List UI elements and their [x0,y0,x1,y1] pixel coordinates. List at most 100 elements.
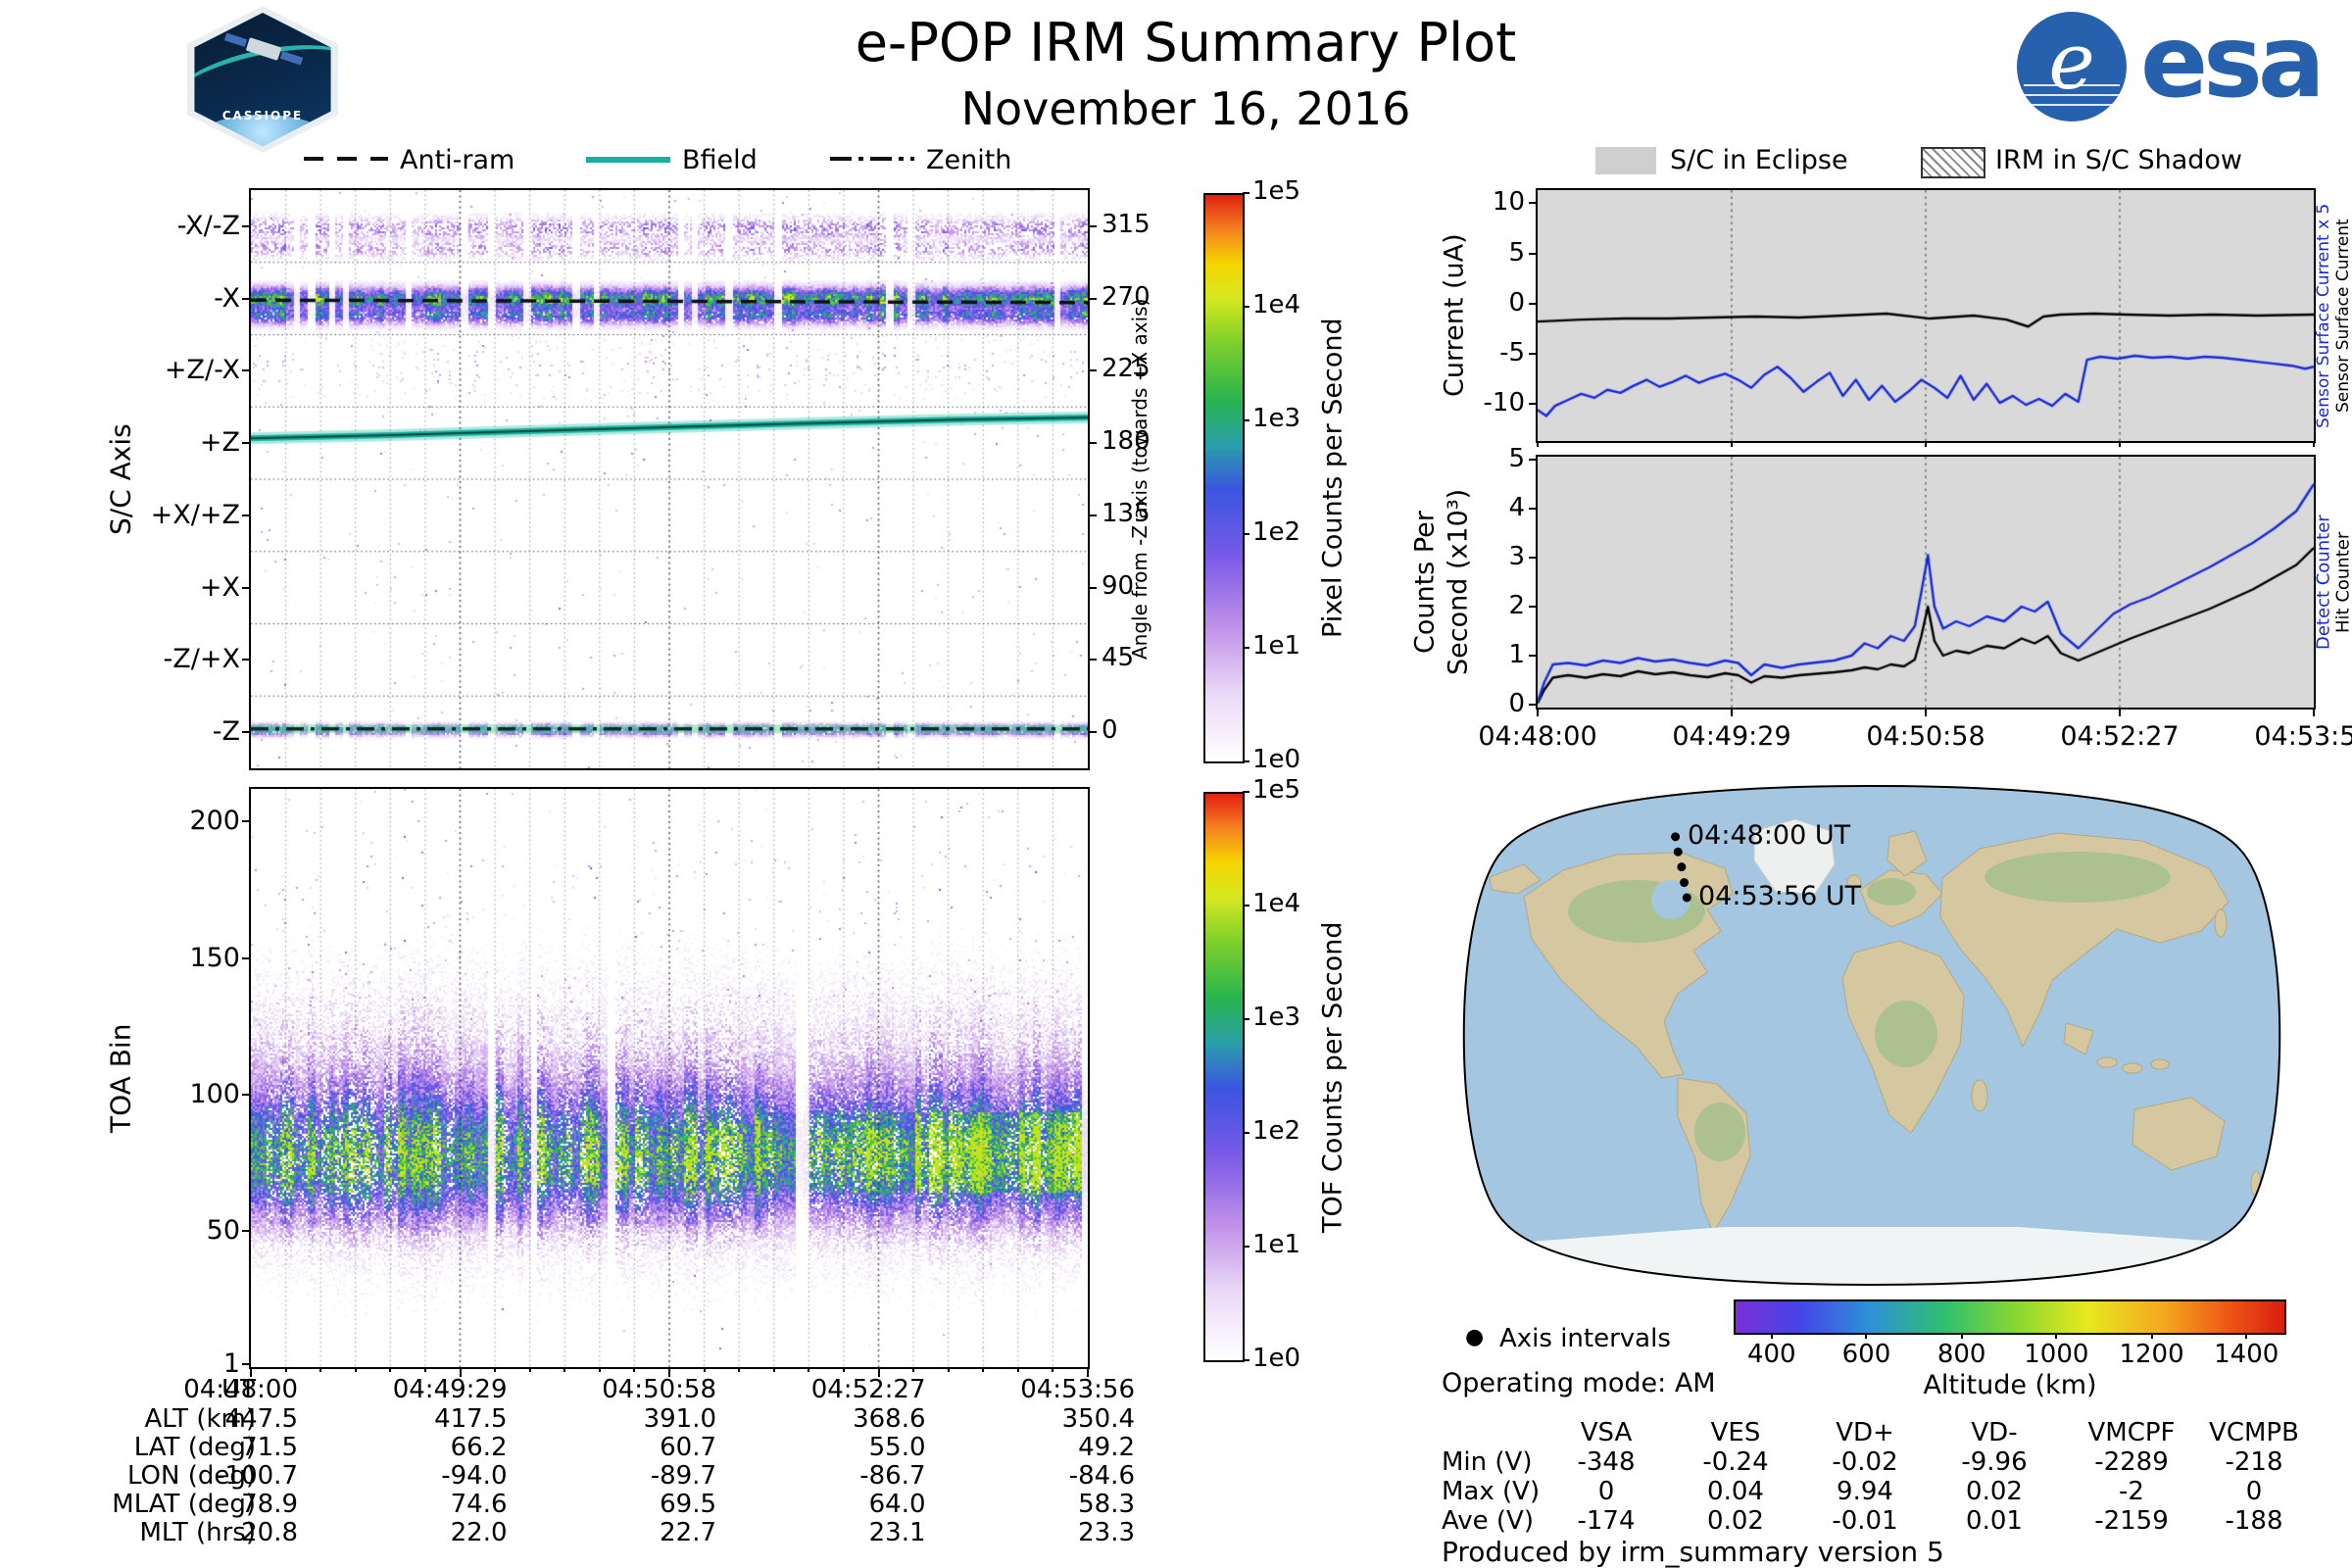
axis-tick [2119,708,2121,716]
colorbar-tick-label: 1e3 [1252,404,1301,433]
counts-tick-label: 4 [1508,493,1525,522]
axis-tick [242,514,251,516]
ephemeris-cell: 78.9 [241,1490,298,1519]
ephemeris-cell: 04:52:27 [810,1375,926,1404]
legend-line-bfield [586,157,670,163]
axis-tick [1529,508,1538,510]
voltage-cell: -348 [1577,1447,1636,1477]
colorbar-tick-label: 1e1 [1252,1230,1301,1259]
voltage-col-header: VD+ [1836,1418,1894,1447]
track-end-label: 04:53:56 UT [1698,881,1862,911]
track-dot [1680,878,1690,888]
page-date: November 16, 2016 [960,82,1411,135]
map-ice [1490,818,2259,1285]
altitude-tick-label: 1000 [2024,1340,2089,1369]
ephemeris-cell: 66.2 [450,1433,508,1462]
counts-tick-label: 5 [1508,444,1525,473]
voltage-cell: -9.96 [1961,1447,2028,1477]
sc-axis-tick-label: -Z/+X [163,644,240,675]
ephemeris-cell: 64.0 [868,1490,926,1519]
voltage-cell: 0.01 [1966,1506,2023,1536]
axis-tick [1529,459,1538,461]
sensor-current-panel [1536,188,2316,443]
axis-tick [319,1367,322,1372]
axis-tick [2313,708,2315,716]
sc-axis-tick-label: -X [214,282,240,314]
ephemeris-cell: -100.7 [216,1461,298,1491]
ephemeris-cell: 04:48:00 [183,1375,298,1404]
axis-tick [1088,442,1097,445]
axis-tick [1088,369,1097,372]
colorbar-tick-label: 1e2 [1252,517,1301,547]
ephemeris-cell: -84.6 [1068,1461,1135,1491]
angle-tick-label: 0 [1102,715,1118,746]
patch-art: CASSIOPE [194,13,331,146]
esa-e-glyph: e [2048,16,2095,107]
axis-tick [242,442,251,445]
axis-tick [738,1367,741,1372]
axis-tick [1960,1333,1963,1339]
voltage-cell: 0 [1597,1477,1615,1506]
voltage-cell: -174 [1577,1506,1636,1536]
axis-tick [1529,704,1538,706]
counters-panel [1536,455,2316,710]
ephemeris-row-label: ALT (km) [144,1404,256,1434]
angle-tick-label: 270 [1102,281,1151,312]
axis-tick [423,1367,426,1372]
axis-tick [242,1093,251,1096]
axis-tick [1529,403,1538,406]
colorbar-tick-label: 1e5 [1252,775,1301,805]
current-tick-label: -10 [1483,388,1525,418]
toa-spectrogram-panel [249,787,1090,1369]
sensor-surface-current-label: Sensor Surface Current [2333,219,2352,413]
axis-tick [1529,557,1538,559]
axis-tick [1770,1333,1773,1339]
angle-tick-label: 90 [1102,570,1135,601]
voltage-col-header: VSA [1580,1418,1633,1447]
legend-label-gray: S/C in Eclipse [1670,145,1848,175]
voltage-cell: -2159 [2094,1506,2169,1536]
axis-tick [1052,1367,1054,1372]
axis-tick [564,1367,566,1372]
sc-axis-tick-label: +X/+Z [150,499,240,530]
axis-tick [2055,1333,2058,1339]
sc-axis-tick-label: +X [199,571,240,603]
counters-canvas [1538,457,2314,708]
ephemeris-cell: 391.0 [643,1404,716,1434]
axis-tick [877,1367,880,1377]
ephemeris-cell: 60.7 [660,1433,716,1462]
sc-axis-ylabel: S/C Axis [104,423,137,535]
toa-tick-label: 1 [222,1348,240,1380]
axis-tick [808,1367,810,1372]
map-outline [1462,784,2281,1287]
sc-axis-tick-label: +Z/-X [164,355,240,386]
axis-tick [1243,791,1250,793]
voltage-cell: 0.02 [1707,1506,1764,1536]
axis-tick [1087,1367,1089,1377]
axis-tick [1537,441,1539,447]
axis-tick [1243,905,1250,906]
voltage-cell: 0.02 [1966,1477,2023,1506]
ephemeris-cell: 04:50:58 [602,1375,716,1404]
axis-tick [947,1367,950,1372]
counts-tick-label: 3 [1508,542,1525,571]
axis-tick [1925,708,1927,716]
time-tick-label: 04:49:29 [1672,721,1791,752]
angle-tick-label: 45 [1102,643,1135,673]
angle-tick-label: 225 [1102,354,1151,384]
axis-tick [633,1367,636,1372]
sc-axis-tick-label: +Z [199,427,240,459]
axis-tick [1088,659,1097,662]
ephemeris-cell: 71.5 [241,1433,298,1462]
angle-tick-label: 180 [1102,426,1151,457]
ephemeris-cell: -89.7 [650,1461,716,1491]
axis-tick [1529,352,1538,355]
axis-tick [2313,441,2315,447]
track-dot [1671,832,1681,842]
axis-tick [842,1367,845,1372]
axis-tick [528,1367,531,1372]
altitude-tick-label: 600 [1841,1340,1891,1369]
ephemeris-cell: -94.0 [441,1461,508,1491]
axis-tick [242,731,251,734]
toa-tick-label: 150 [189,942,240,973]
